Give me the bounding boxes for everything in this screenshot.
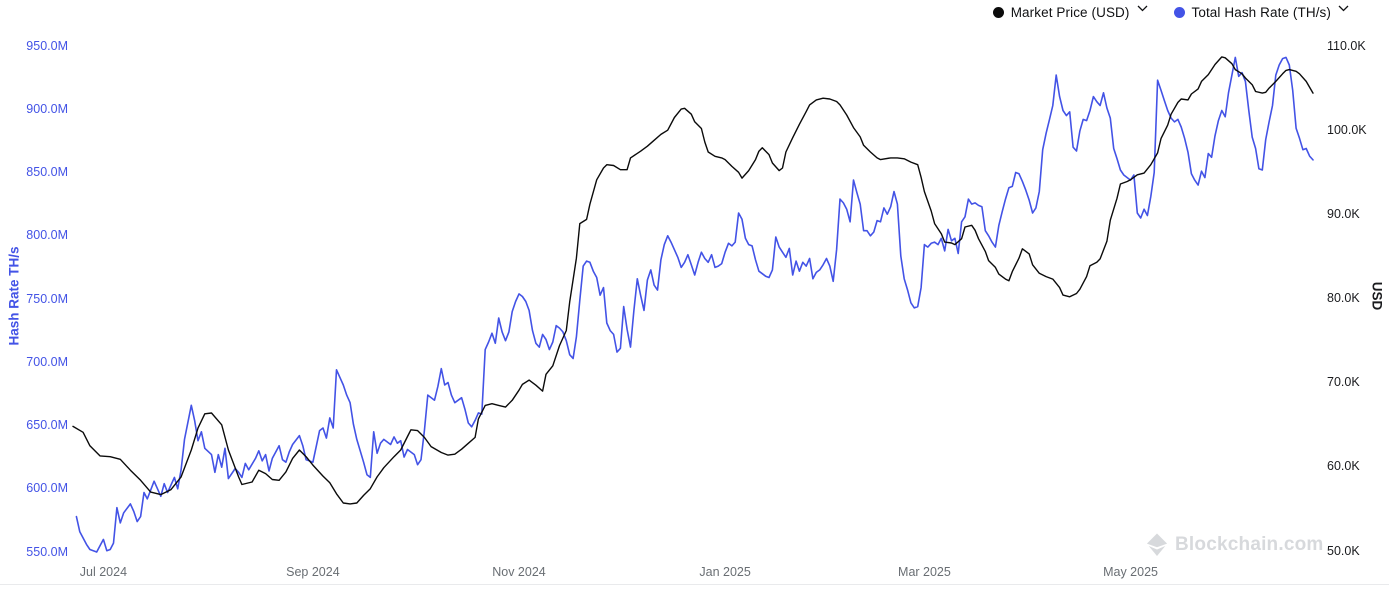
left-tick-label: 650.0M <box>26 418 68 432</box>
x-tick-label: Jul 2024 <box>79 565 128 579</box>
hash-rate-line[interactable] <box>75 56 1314 553</box>
x-tick-label: Nov 2024 <box>492 565 546 579</box>
left-tick-label: 700.0M <box>26 354 68 369</box>
left-tick-label: 550.0M <box>26 544 68 559</box>
left-tick-label: 800.0M <box>26 228 68 243</box>
right-tick-label: 60.0K <box>1327 459 1360 474</box>
left-tick-label: 850.0M <box>26 165 68 179</box>
right-tick-label: 90.0K <box>1327 206 1360 221</box>
legend: Market Price (USD) Total Hash Rate (TH/s… <box>992 5 1350 20</box>
x-tick-label: Jan 2025 <box>699 565 751 579</box>
right-tick-label: 50.0K <box>1327 543 1360 558</box>
legend-item-market-price[interactable]: Market Price (USD) <box>992 5 1148 20</box>
x-tick-label: Sep 2024 <box>286 565 340 579</box>
left-tick-label: 600.0M <box>26 481 68 496</box>
chart-baseline <box>0 584 1389 585</box>
left-tick-label: 900.0M <box>26 101 68 116</box>
right-tick-label: 110.0K <box>1327 38 1366 53</box>
legend-dot-hash-rate <box>1173 7 1185 18</box>
legend-item-hash-rate[interactable]: Total Hash Rate (TH/s) <box>1173 5 1350 20</box>
right-tick-label: 70.0K <box>1327 375 1360 390</box>
x-tick-label: Mar 2025 <box>898 565 951 579</box>
legend-dot-market-price <box>992 7 1004 18</box>
watermark: Blockchain.com <box>1146 532 1324 557</box>
chevron-down-icon <box>1338 5 1349 12</box>
left-tick-label: 950.0M <box>26 38 68 53</box>
right-tick-label: 100.0K <box>1327 122 1367 137</box>
blockchain-logo-icon <box>1146 533 1168 556</box>
right-tick-label: 80.0K <box>1327 291 1360 305</box>
legend-label-market-price: Market Price (USD) <box>1010 5 1130 20</box>
left-tick-label: 750.0M <box>26 291 68 306</box>
legend-label-hash-rate: Total Hash Rate (TH/s) <box>1191 5 1331 20</box>
watermark-text: Blockchain.com <box>1175 533 1324 555</box>
market-price-line[interactable] <box>72 56 1314 505</box>
chevron-down-icon <box>1137 5 1147 12</box>
x-tick-label: May 2025 <box>1103 565 1158 579</box>
